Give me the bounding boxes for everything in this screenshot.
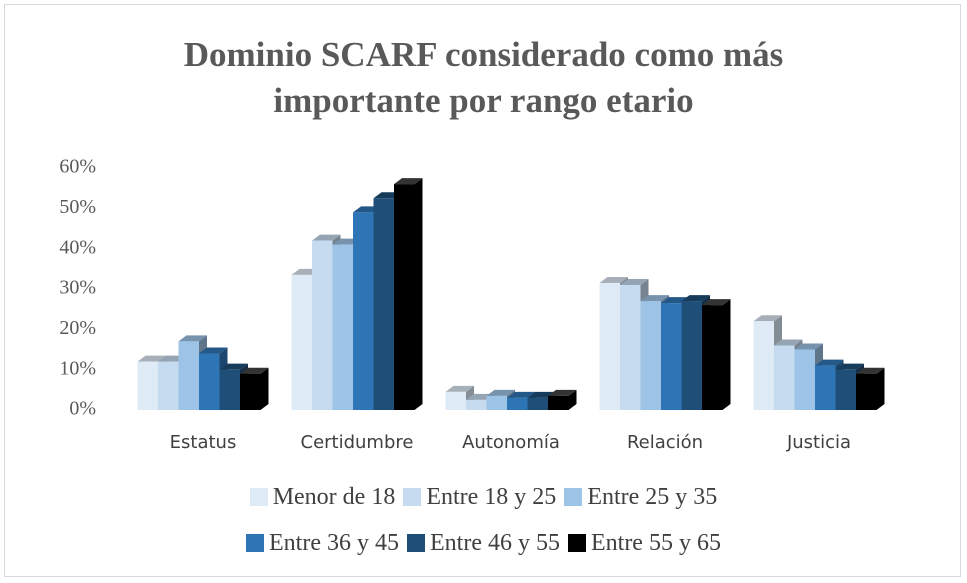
bar-top [178, 335, 207, 342]
legend-label: Entre 46 y 55 [430, 530, 560, 556]
bar [373, 198, 394, 410]
bar [312, 240, 333, 410]
bar [178, 341, 199, 410]
legend-swatch [407, 534, 425, 552]
legend-item: Entre 46 y 55 [407, 528, 560, 558]
bar-side [568, 389, 577, 410]
bar-side [876, 367, 885, 410]
chart-border [4, 4, 961, 577]
bar-top [835, 363, 864, 370]
bar [158, 361, 179, 410]
bar-top [794, 343, 823, 350]
bar [661, 303, 682, 410]
legend-item: Entre 55 y 65 [567, 528, 721, 558]
y-tick-label: 40% [59, 236, 96, 258]
bar [527, 397, 548, 410]
bar [753, 321, 774, 410]
x-tick-label: Estatus [170, 432, 237, 453]
bar [640, 301, 661, 410]
bar-top [640, 295, 669, 302]
legend-item: Entre 36 y 45 [246, 528, 399, 558]
bar [856, 373, 877, 410]
bar-top [702, 299, 731, 306]
bar-side [722, 299, 731, 410]
bar [199, 353, 220, 410]
legend-label: Entre 25 y 35 [587, 484, 718, 510]
bar-top [445, 385, 474, 392]
bar-top [753, 315, 782, 322]
bar-top [815, 359, 844, 366]
bar [599, 282, 620, 410]
legend-item: Entre 18 y 25 [403, 482, 556, 512]
bar [702, 305, 723, 410]
legend-item: Menor de 18 [249, 482, 396, 512]
bar [507, 397, 528, 410]
bar-top [548, 389, 577, 396]
bar-top [856, 367, 885, 374]
bar [353, 212, 374, 410]
bar [774, 345, 795, 410]
bar [681, 301, 702, 410]
y-tick-label: 10% [59, 357, 96, 379]
x-tick-label: Certidumbre [301, 432, 414, 453]
bar [466, 399, 487, 410]
x-tick-label: Relación [627, 432, 703, 453]
bar [486, 395, 507, 410]
bar [794, 349, 815, 410]
bar-top [199, 347, 228, 354]
y-tick-label: 60% [59, 156, 96, 178]
legend-label: Entre 18 y 25 [426, 484, 557, 510]
bar-top [240, 367, 269, 374]
bar-top [312, 234, 341, 241]
bar [291, 274, 312, 410]
bar [445, 391, 466, 410]
x-tick-label: Autonomía [462, 432, 560, 453]
bar [332, 244, 353, 410]
bar [137, 361, 158, 410]
bar [219, 369, 240, 410]
bar-top [620, 278, 649, 285]
y-tick-label: 30% [59, 277, 96, 299]
legend-swatch [403, 488, 422, 506]
bar-top [137, 355, 166, 362]
bar-side [260, 367, 269, 410]
bar-top [394, 178, 423, 185]
legend-label: Menor de 18 [272, 484, 396, 510]
legend-swatch [564, 488, 583, 506]
bar [835, 369, 856, 410]
y-tick-label: 0% [69, 398, 96, 420]
bar [548, 395, 569, 410]
legend: Menor de 18 Entre 18 y 25 Entre 25 y 35 Ent… [200, 482, 767, 558]
y-tick-label: 20% [59, 317, 96, 339]
bar-top [486, 389, 515, 396]
legend-swatch [246, 534, 265, 552]
bar-top [681, 295, 710, 302]
bar-top [599, 276, 628, 283]
bar [815, 365, 836, 410]
x-tick-label: Justicia [786, 432, 851, 453]
chart-title: Dominio SCARF considerado como más impor… [183, 35, 784, 120]
bar [394, 184, 415, 410]
legend-swatch [567, 534, 586, 552]
bar-top [219, 363, 248, 370]
bar-top [774, 339, 803, 346]
bar [620, 284, 641, 410]
legend-swatch [249, 488, 268, 506]
legend-label: Entre 55 y 65 [590, 530, 721, 556]
bar-side [414, 178, 423, 410]
legend-label: Entre 36 y 45 [269, 530, 399, 556]
bar-top [507, 391, 536, 398]
legend-item: Entre 25 y 35 [564, 482, 717, 512]
bar [240, 373, 261, 410]
y-tick-label: 50% [59, 196, 96, 218]
